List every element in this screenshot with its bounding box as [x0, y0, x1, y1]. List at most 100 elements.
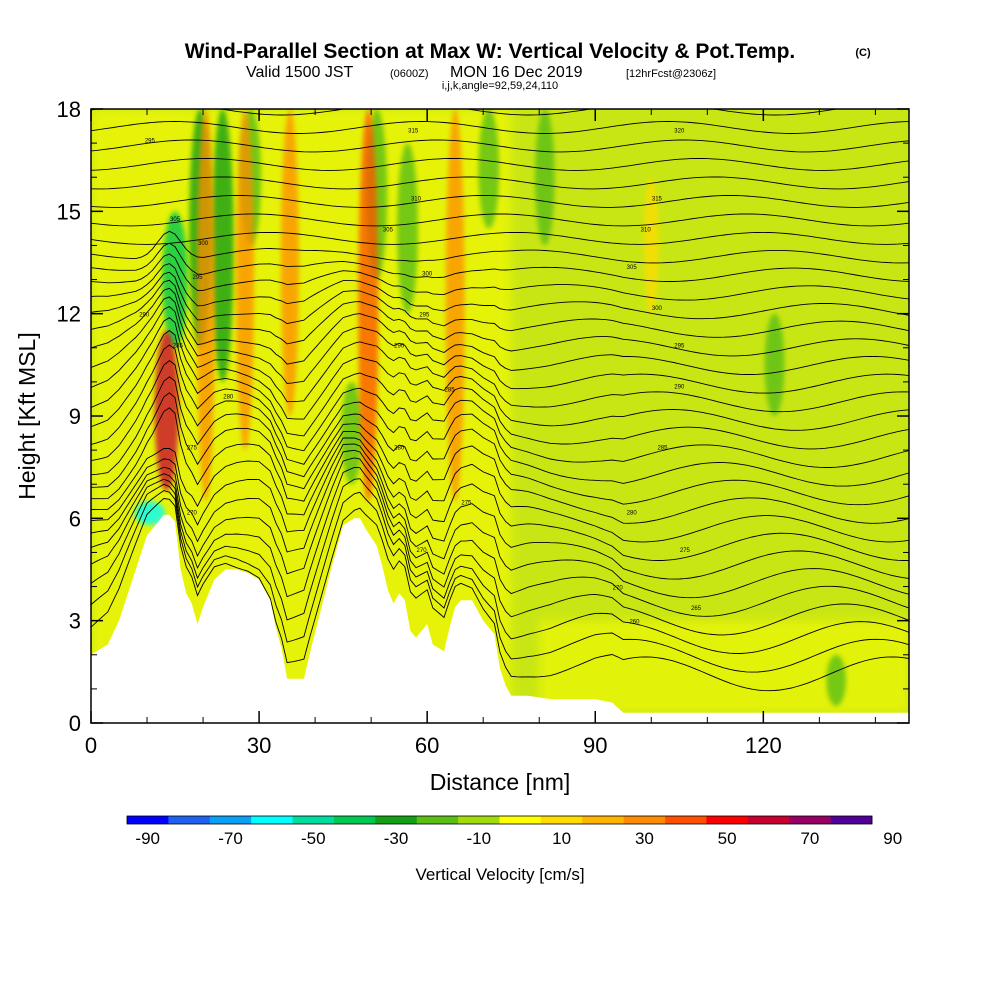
theta-contour [91, 344, 909, 468]
colorbar-swatch [540, 816, 583, 824]
subtitle-forecast: [12hrFcst@2306z] [626, 68, 716, 80]
colorbar-swatch [830, 816, 873, 824]
theta-contour [91, 437, 909, 561]
terrain-fill [91, 514, 909, 723]
theta-label: 300 [422, 272, 433, 278]
x-tick-label: 30 [247, 733, 271, 758]
y-tick-label: 12 [57, 302, 81, 327]
theta-label: 290 [674, 384, 685, 390]
theta-label: 305 [170, 217, 181, 223]
colorbar-tick-label: -50 [301, 829, 326, 848]
theta-label: 280 [394, 446, 405, 452]
subtitle-utc: (0600Z) [390, 68, 429, 80]
theta-contour [91, 478, 909, 654]
terrain [91, 514, 909, 723]
colorbar-swatch [582, 816, 624, 824]
colorbar-tick-label: -70 [218, 829, 243, 848]
theta-contour [91, 376, 909, 506]
theta-label: 270 [613, 586, 624, 592]
title-mark: (C) [855, 47, 871, 59]
downdraft-mark [397, 143, 418, 314]
plot-area: 295 305 300 295 290 285 280 275 270 315 310 305 300 2… [91, 109, 909, 723]
theta-label: 295 [192, 275, 203, 281]
colorbar-swatch [623, 816, 666, 824]
subtitle-valid: Valid 1500 JST [246, 64, 354, 81]
theta-label: 275 [187, 446, 198, 452]
subtitle-date: MON 16 Dec 2019 [450, 64, 583, 81]
updraft-mark [643, 177, 659, 314]
colorbar-swatch [209, 816, 252, 824]
downdraft-mark [826, 654, 846, 706]
colorbar-tick-label: 90 [883, 829, 902, 848]
colorbar-swatch [416, 816, 459, 824]
colorbar-swatch [168, 816, 211, 824]
theta-contour [91, 253, 909, 301]
theta-label: 290 [139, 313, 150, 319]
colorbar-tick-label: -30 [384, 829, 409, 848]
theta-contour [91, 139, 909, 153]
y-axis-label: Height [Kft MSL] [14, 332, 40, 499]
theta-label: 300 [198, 241, 209, 247]
downdraft-mark [134, 501, 166, 526]
updraft-mark [236, 109, 255, 451]
theta-label: 320 [674, 128, 685, 134]
downdraft-mark [478, 109, 500, 229]
colorbar-frame [126, 815, 873, 825]
subtitle-params: i,j,k,angle=92,59,24,110 [442, 80, 558, 92]
theta-contour [91, 498, 909, 692]
colorbar-swatch [292, 816, 335, 824]
theta-contour [91, 195, 909, 208]
y-tick-label: 0 [69, 711, 81, 736]
colorbar-label: Vertical Velocity [cm/s] [415, 865, 584, 884]
theta-label: 285 [657, 446, 668, 452]
axes: 0 30 60 90 120 0 3 6 9 12 15 18 [57, 97, 909, 758]
theta-label: 285 [445, 388, 456, 394]
downdraft-mark [211, 109, 234, 382]
theta-contour [91, 213, 909, 227]
updraft-mark [445, 109, 465, 502]
theta-contour [91, 109, 840, 116]
theta-contour [91, 279, 909, 357]
theta-label: 300 [652, 306, 663, 312]
colorbar-swatch [499, 816, 542, 824]
theta-label: 310 [641, 227, 652, 233]
theta-label: 280 [223, 395, 234, 401]
theta-label: 270 [417, 548, 428, 554]
theta-contour [91, 287, 909, 375]
theta-label: 265 [691, 606, 702, 612]
colorbar-swatch [458, 816, 500, 824]
colorbar-tick-label: 30 [635, 829, 654, 848]
colorbar-tick-label: -10 [467, 829, 492, 848]
theta-contour [91, 263, 909, 320]
colorbar-swatch [333, 816, 376, 824]
theta-contours [91, 109, 909, 692]
colorbar-swatch [665, 816, 707, 824]
theta-label: 285 [173, 343, 184, 349]
theta-contour [91, 443, 909, 580]
theta-contour [91, 317, 909, 431]
velocity-field [91, 109, 909, 723]
downdraft-mark [535, 109, 555, 246]
y-tick-label: 18 [57, 97, 81, 122]
theta-contour [91, 296, 909, 394]
theta-label: 275 [680, 548, 691, 554]
theta-contour [91, 466, 909, 636]
x-tick-label: 90 [583, 733, 607, 758]
colorbar: -90 -70 -50 -30 -10 10 30 50 70 90 [126, 815, 902, 848]
theta-contour [91, 330, 909, 450]
chart-title: Wind-Parallel Section at Max W: Vertical… [185, 40, 796, 63]
theta-contour [91, 449, 909, 599]
colorbar-tick-label: -90 [135, 829, 160, 848]
theta-label: 310 [411, 197, 422, 203]
theta-contour [91, 121, 909, 134]
theta-contour-labels: 295 305 300 295 290 285 280 275 270 315 310 305 300 2… [139, 128, 702, 625]
colorbar-swatch [375, 816, 418, 824]
theta-label: 295 [674, 343, 685, 349]
theta-contour [91, 392, 909, 524]
theta-label: 260 [629, 620, 640, 626]
downdraft-mark [764, 313, 785, 417]
colorbar-tick-label: 50 [718, 829, 737, 848]
colorbar-swatch [789, 816, 831, 824]
